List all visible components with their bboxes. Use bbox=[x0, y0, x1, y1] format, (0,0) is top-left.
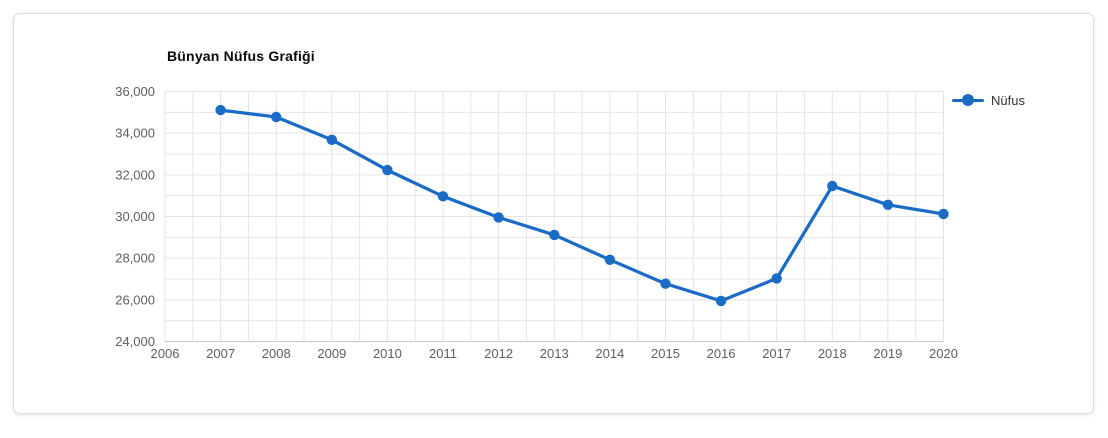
chart-title: Bünyan Nüfus Grafiği bbox=[167, 48, 315, 64]
data-point-2009[interactable] bbox=[326, 134, 337, 145]
data-point-2012[interactable] bbox=[493, 212, 504, 223]
legend-line-dot-icon bbox=[952, 94, 984, 106]
data-point-2013[interactable] bbox=[549, 229, 560, 241]
legend-item-nufus[interactable]: Nüfus bbox=[952, 90, 1025, 110]
data-point-2008[interactable] bbox=[271, 111, 282, 123]
data-point-2015[interactable] bbox=[660, 278, 671, 289]
legend-label: Nüfus bbox=[991, 92, 1025, 108]
chart-card bbox=[13, 13, 1094, 414]
data-point-2018[interactable] bbox=[827, 180, 838, 192]
data-point-2007[interactable] bbox=[215, 104, 226, 116]
data-point-2011[interactable] bbox=[437, 191, 449, 202]
data-point-2016[interactable] bbox=[715, 295, 727, 307]
data-point-2020[interactable] bbox=[938, 208, 949, 220]
data-point-2010[interactable] bbox=[382, 164, 393, 176]
data-point-2014[interactable] bbox=[604, 254, 616, 265]
data-point-2017[interactable] bbox=[771, 273, 782, 284]
data-point-2019[interactable] bbox=[882, 199, 894, 210]
